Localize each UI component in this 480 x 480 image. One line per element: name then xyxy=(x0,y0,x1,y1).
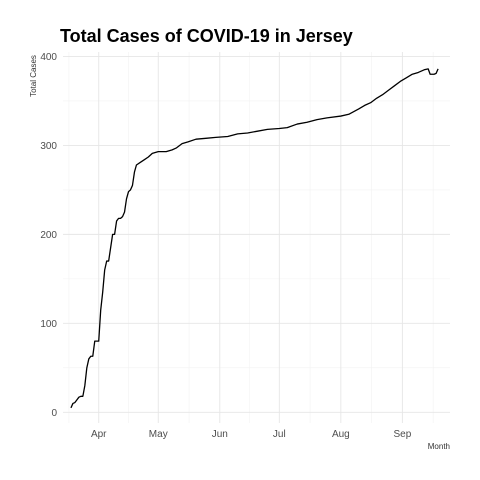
y-tick-label: 300 xyxy=(40,141,57,152)
y-axis-tick-labels: 0 100 200 300 400 xyxy=(40,52,57,419)
grid-lines xyxy=(63,52,450,423)
y-tick-label: 0 xyxy=(51,408,57,419)
y-tick-label: 100 xyxy=(40,319,57,330)
x-tick-label: Jun xyxy=(212,429,228,440)
x-tick-label: Sep xyxy=(393,429,411,440)
x-axis-tick-labels: Apr May Jun Jul Aug Sep xyxy=(91,429,412,440)
total-cases-line xyxy=(70,68,439,409)
x-axis-title: Month xyxy=(428,442,450,451)
x-tick-label: Apr xyxy=(91,429,107,440)
y-axis-title: Total Cases xyxy=(29,55,38,97)
y-tick-label: 400 xyxy=(40,52,57,63)
y-tick-label: 200 xyxy=(40,230,57,241)
x-tick-label: Jul xyxy=(273,429,286,440)
chart-title: Total Cases of COVID-19 in Jersey xyxy=(60,26,353,46)
x-tick-label: May xyxy=(149,429,168,440)
x-tick-label: Aug xyxy=(332,429,350,440)
